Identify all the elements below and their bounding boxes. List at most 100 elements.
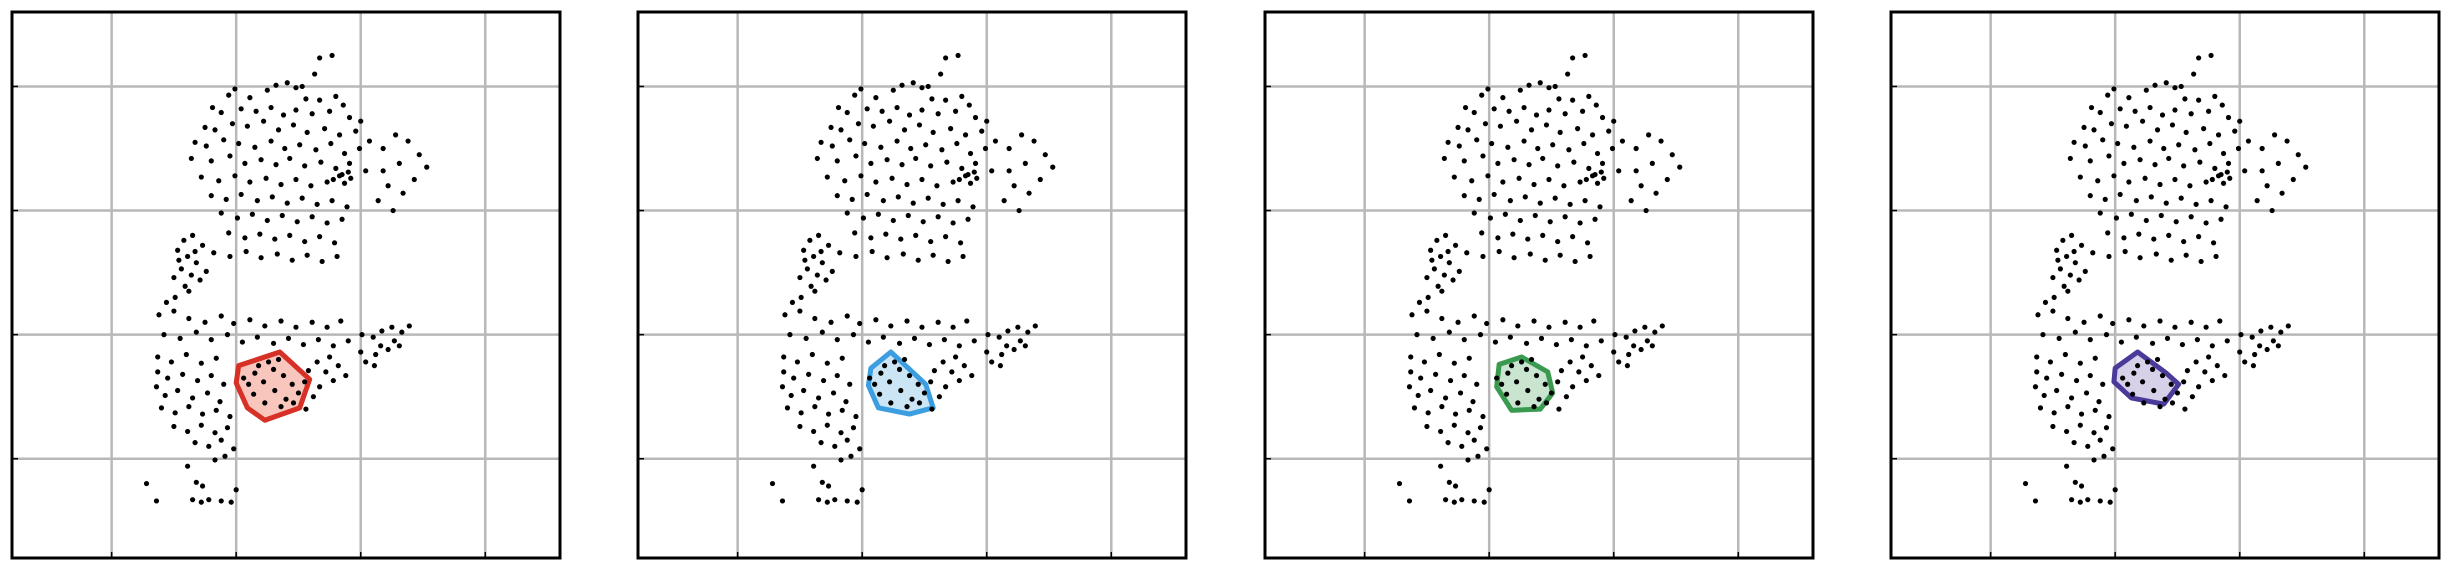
scatter-point (283, 396, 289, 402)
scatter-point (809, 351, 815, 358)
scatter-point (317, 234, 323, 240)
scatter-point (2250, 363, 2257, 369)
scatter-point (1439, 315, 1445, 322)
scatter-point (289, 257, 295, 263)
scatter-point (194, 377, 201, 384)
scatter-point (2135, 363, 2141, 369)
scatter-point (2191, 71, 2197, 77)
scatter-point (204, 390, 211, 396)
scatter-point (186, 288, 192, 294)
scatter-point (391, 338, 397, 344)
scatter-point (832, 497, 838, 503)
scatter-point (824, 422, 830, 428)
scatter-point (1439, 288, 1445, 294)
scatter-point (199, 411, 206, 417)
scatter-point (253, 108, 259, 114)
scatter-point (1546, 324, 1552, 330)
scatter-point (2072, 479, 2078, 485)
scatter-point (814, 155, 820, 162)
scatter-point (1470, 399, 1476, 405)
scatter-point (1450, 277, 1456, 283)
scatter-point (1042, 152, 1048, 158)
scatter-point (2259, 145, 2265, 152)
scatter-point (834, 337, 840, 343)
scatter-point (2254, 198, 2260, 204)
scatter-point (262, 400, 268, 406)
scatter-point (1474, 381, 1480, 387)
scatter-point (1509, 363, 1515, 369)
scatter-point (2082, 268, 2088, 274)
scatter-point (2068, 232, 2075, 238)
scatter-point (955, 52, 961, 59)
scatter-point (1597, 204, 1603, 210)
scatter-point (2147, 138, 2153, 144)
scatter-point (182, 283, 188, 289)
scatter-point (1494, 375, 1500, 381)
scatter-point (1461, 337, 1467, 343)
scatter-point (1555, 163, 1561, 169)
scatter-point (2077, 422, 2083, 428)
scatter-point (2245, 138, 2252, 144)
scatter-point (956, 343, 962, 349)
scatter-point (941, 337, 947, 343)
scatter-point (824, 499, 830, 505)
scatter-point (366, 138, 373, 144)
scatter-point (2157, 181, 2163, 188)
scatter-point (242, 235, 248, 241)
scatter-point (2164, 335, 2171, 341)
scatter-point (217, 399, 223, 405)
scatter-point (843, 399, 849, 405)
scatter-point (890, 87, 896, 93)
scatter-point (2209, 343, 2215, 349)
scatter-point (2040, 332, 2046, 338)
scatter-point (309, 214, 315, 220)
scatter-point (801, 247, 807, 253)
scatter-point (1583, 377, 1589, 384)
scatter-point (212, 457, 218, 463)
scatter-point (2105, 230, 2111, 236)
scatter-point (1556, 96, 1562, 102)
scatter-point (1438, 253, 1444, 260)
scatter-point (956, 377, 962, 384)
scatter-point (2050, 423, 2056, 430)
scatter-point (823, 277, 829, 283)
scatter-point (2092, 407, 2098, 413)
scatter-point (850, 332, 857, 338)
scatter-point (2172, 324, 2178, 330)
scatter-point (346, 160, 353, 166)
scatter-point (373, 351, 379, 358)
scatter-point (923, 142, 929, 148)
scatter-point (2032, 384, 2039, 390)
scatter-point (2097, 313, 2103, 319)
scatter-point (1542, 257, 1548, 263)
scatter-point (158, 405, 165, 411)
scatter-point (1408, 369, 1414, 375)
scatter-point (396, 160, 402, 166)
scatter-point (910, 80, 916, 86)
scatter-point (1032, 323, 1038, 329)
scatter-point (1540, 232, 1546, 238)
scatter-point (2071, 248, 2077, 255)
scatter-point (2183, 129, 2189, 135)
scatter-point (1579, 108, 1586, 114)
scatter-point (416, 152, 422, 158)
scatter-point (789, 299, 796, 305)
scatter-point (295, 390, 302, 396)
scatter-point (938, 71, 944, 77)
scatter-point (203, 268, 209, 274)
scatter-point (921, 390, 928, 396)
scatter-point (2103, 332, 2110, 338)
scatter-point (2044, 375, 2050, 381)
scatter-point (1619, 138, 1626, 144)
scatter-point (185, 253, 191, 260)
scatter-point (2224, 169, 2230, 175)
scatter-point (282, 145, 288, 152)
scatter-point (1461, 158, 1467, 164)
scatter-point (302, 379, 308, 385)
scatter-point (396, 343, 402, 349)
scatter-point (268, 104, 274, 111)
scatter-point (1592, 171, 1598, 178)
scatter-point (1465, 127, 1471, 133)
scatter-point (340, 102, 346, 108)
scatter-point (2149, 366, 2156, 372)
